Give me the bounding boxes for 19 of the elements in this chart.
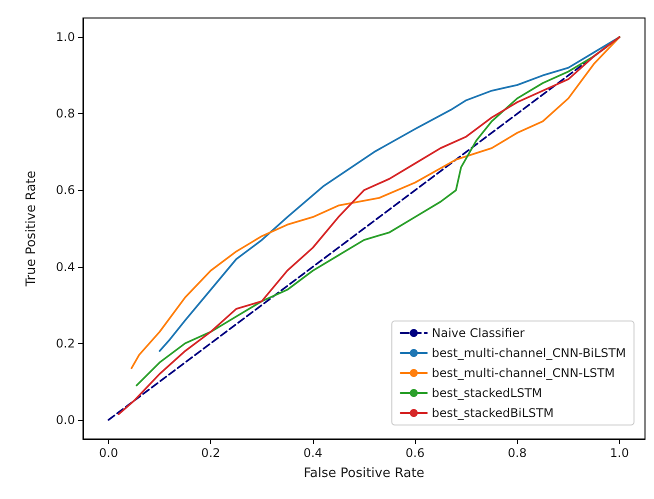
x-tick-label: 0.2 <box>201 446 220 460</box>
legend-label: best_stackedBiLSTM <box>432 406 554 420</box>
legend-label: best_multi-channel_CNN-BiLSTM <box>432 346 626 360</box>
y-tick-label: 0.8 <box>56 106 75 121</box>
y-axis-title: True Positive Rate <box>24 170 39 288</box>
y-tick-label: 1.0 <box>56 30 75 44</box>
x-axis-title: False Positive Rate <box>304 466 424 481</box>
x-tick-label: 0.4 <box>303 446 322 460</box>
legend-label: best_stackedLSTM <box>432 386 542 400</box>
y-tick-label: 0.6 <box>56 183 75 198</box>
legend-label: Naive Classifier <box>432 326 525 340</box>
y-tick-label: 0.0 <box>56 412 75 427</box>
x-tick-label: 1.0 <box>610 446 629 460</box>
legend-label: best_multi-channel_CNN-LSTM <box>432 366 615 380</box>
y-tick-label: 0.4 <box>56 260 75 274</box>
x-tick-label: 0.0 <box>99 446 118 460</box>
x-tick-label: 0.6 <box>406 446 425 460</box>
x-tick-label: 0.8 <box>508 446 527 460</box>
y-tick-label: 0.2 <box>56 336 75 350</box>
